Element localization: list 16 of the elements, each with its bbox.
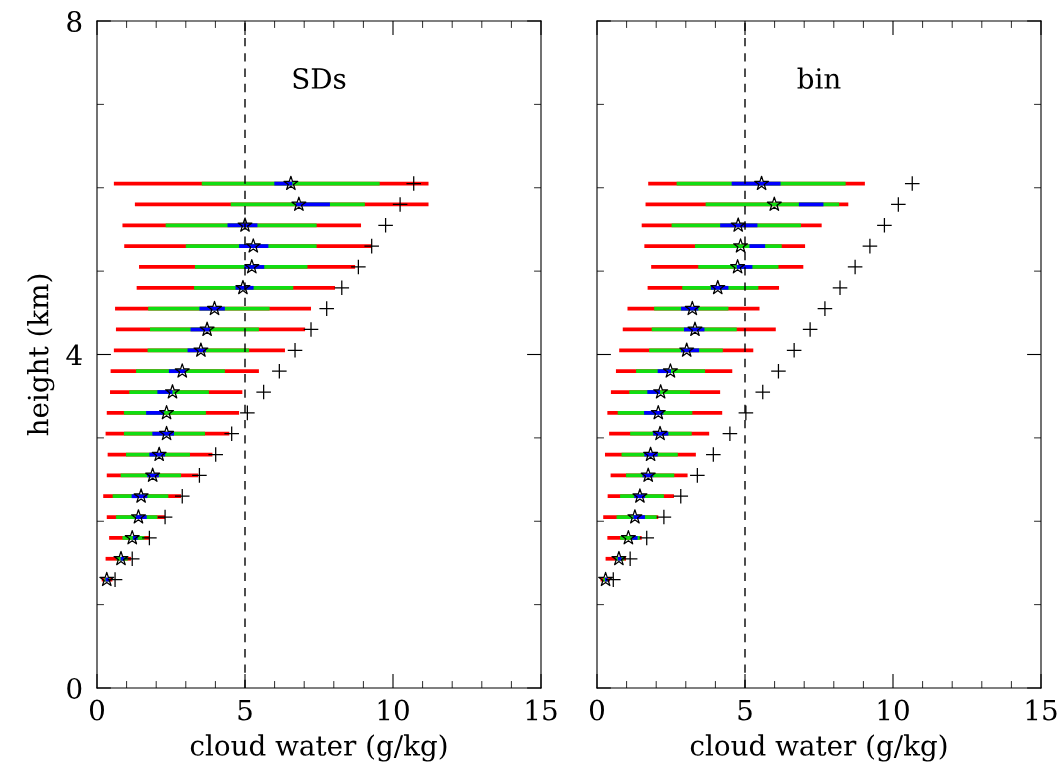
x-tick-label: 0 [89,699,104,721]
text: bin [797,67,841,89]
y-axis-title: height (km) [27,274,55,436]
x-tick-label: 5 [238,699,252,721]
x-tick-label: 15 [1026,699,1057,721]
x-tick-label: 10 [878,699,909,721]
x-tick-label: 0 [589,699,604,721]
y-tick-label: 8 [67,10,82,32]
y-tick-label: 0 [67,677,82,699]
x-axis-title: cloud water (g/kg) [190,734,447,762]
x-tick-label: 5 [738,699,752,721]
x-tick-label: 10 [378,699,409,721]
y-tick-label: 4 [66,344,82,366]
text: SDs [293,67,346,89]
x-axis-title: cloud water (g/kg) [690,734,947,762]
x-tick-label: 15 [526,699,557,721]
